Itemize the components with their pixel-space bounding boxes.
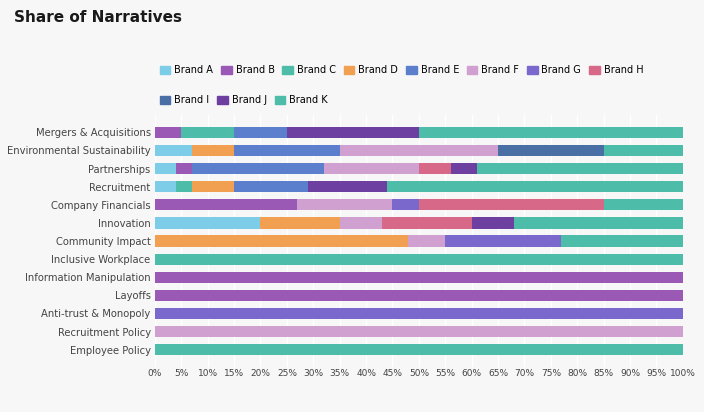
Bar <box>155 344 683 355</box>
Bar <box>208 253 683 265</box>
Bar <box>234 181 308 192</box>
Bar <box>340 217 382 229</box>
Bar <box>382 217 472 229</box>
Bar <box>155 272 683 283</box>
Bar <box>408 235 445 247</box>
Bar <box>155 163 176 174</box>
Bar <box>451 163 477 174</box>
Bar <box>419 127 683 138</box>
Bar <box>176 181 191 192</box>
Bar <box>387 181 683 192</box>
Bar <box>155 199 297 211</box>
Bar <box>419 163 451 174</box>
Bar <box>155 181 176 192</box>
Bar <box>477 163 683 174</box>
Bar <box>340 145 498 156</box>
Bar <box>514 217 683 229</box>
Bar <box>604 199 683 211</box>
Bar <box>260 217 340 229</box>
Bar <box>155 326 683 337</box>
Bar <box>562 235 683 247</box>
Bar <box>419 199 604 211</box>
Bar <box>287 127 419 138</box>
Bar <box>155 217 260 229</box>
Bar <box>297 199 393 211</box>
Legend: Brand I, Brand J, Brand K: Brand I, Brand J, Brand K <box>160 95 328 105</box>
Text: Share of Narratives: Share of Narratives <box>14 10 182 25</box>
Bar <box>234 127 287 138</box>
Bar <box>324 163 419 174</box>
Bar <box>308 181 387 192</box>
Bar <box>182 127 234 138</box>
Bar <box>155 253 208 265</box>
Bar <box>446 235 562 247</box>
Bar <box>191 145 234 156</box>
Bar <box>155 235 408 247</box>
Bar <box>393 199 419 211</box>
Bar <box>191 163 324 174</box>
Bar <box>498 145 603 156</box>
Bar <box>472 217 514 229</box>
Bar <box>604 145 683 156</box>
Bar <box>155 127 182 138</box>
Y-axis label: Narratives: Narratives <box>0 212 1 270</box>
Bar <box>176 163 191 174</box>
Bar <box>155 308 683 319</box>
Bar <box>191 181 234 192</box>
Bar <box>155 145 191 156</box>
Bar <box>155 290 683 301</box>
Bar <box>234 145 340 156</box>
